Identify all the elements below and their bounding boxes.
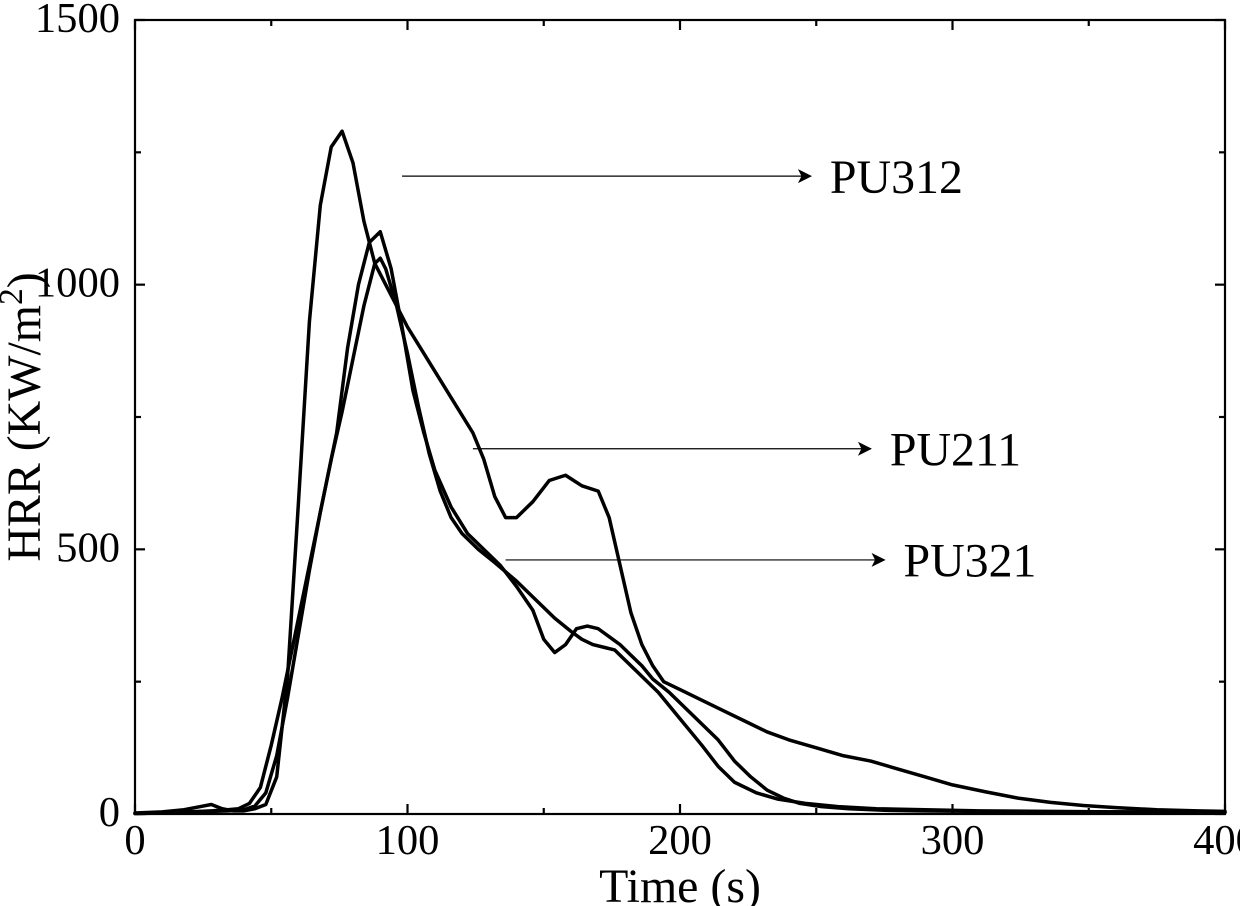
- x-tick-label: 100: [376, 817, 440, 864]
- annotation-label-pu321: PU321: [903, 535, 1036, 588]
- chart-svg: 0100200300400050010001500Time (s)HRR (KW…: [0, 0, 1240, 906]
- y-tick-label: 500: [56, 524, 120, 571]
- y-axis-label: HRR (KW/m2): [0, 272, 51, 561]
- hrr-chart: 0100200300400050010001500Time (s)HRR (KW…: [0, 0, 1240, 906]
- x-axis-label: Time (s): [599, 860, 761, 906]
- x-tick-label: 400: [1193, 817, 1240, 864]
- annotation-label-pu312: PU312: [830, 151, 963, 204]
- x-tick-label: 200: [648, 817, 712, 864]
- x-tick-label: 0: [124, 817, 145, 864]
- y-tick-label: 1500: [35, 0, 120, 42]
- annotation-label-pu211: PU211: [890, 424, 1021, 477]
- series-pu312: [135, 131, 1225, 813]
- plot-frame: [135, 20, 1225, 814]
- x-tick-label: 300: [921, 817, 985, 864]
- y-tick-label: 0: [99, 789, 120, 836]
- series-pu321: [135, 258, 1225, 813]
